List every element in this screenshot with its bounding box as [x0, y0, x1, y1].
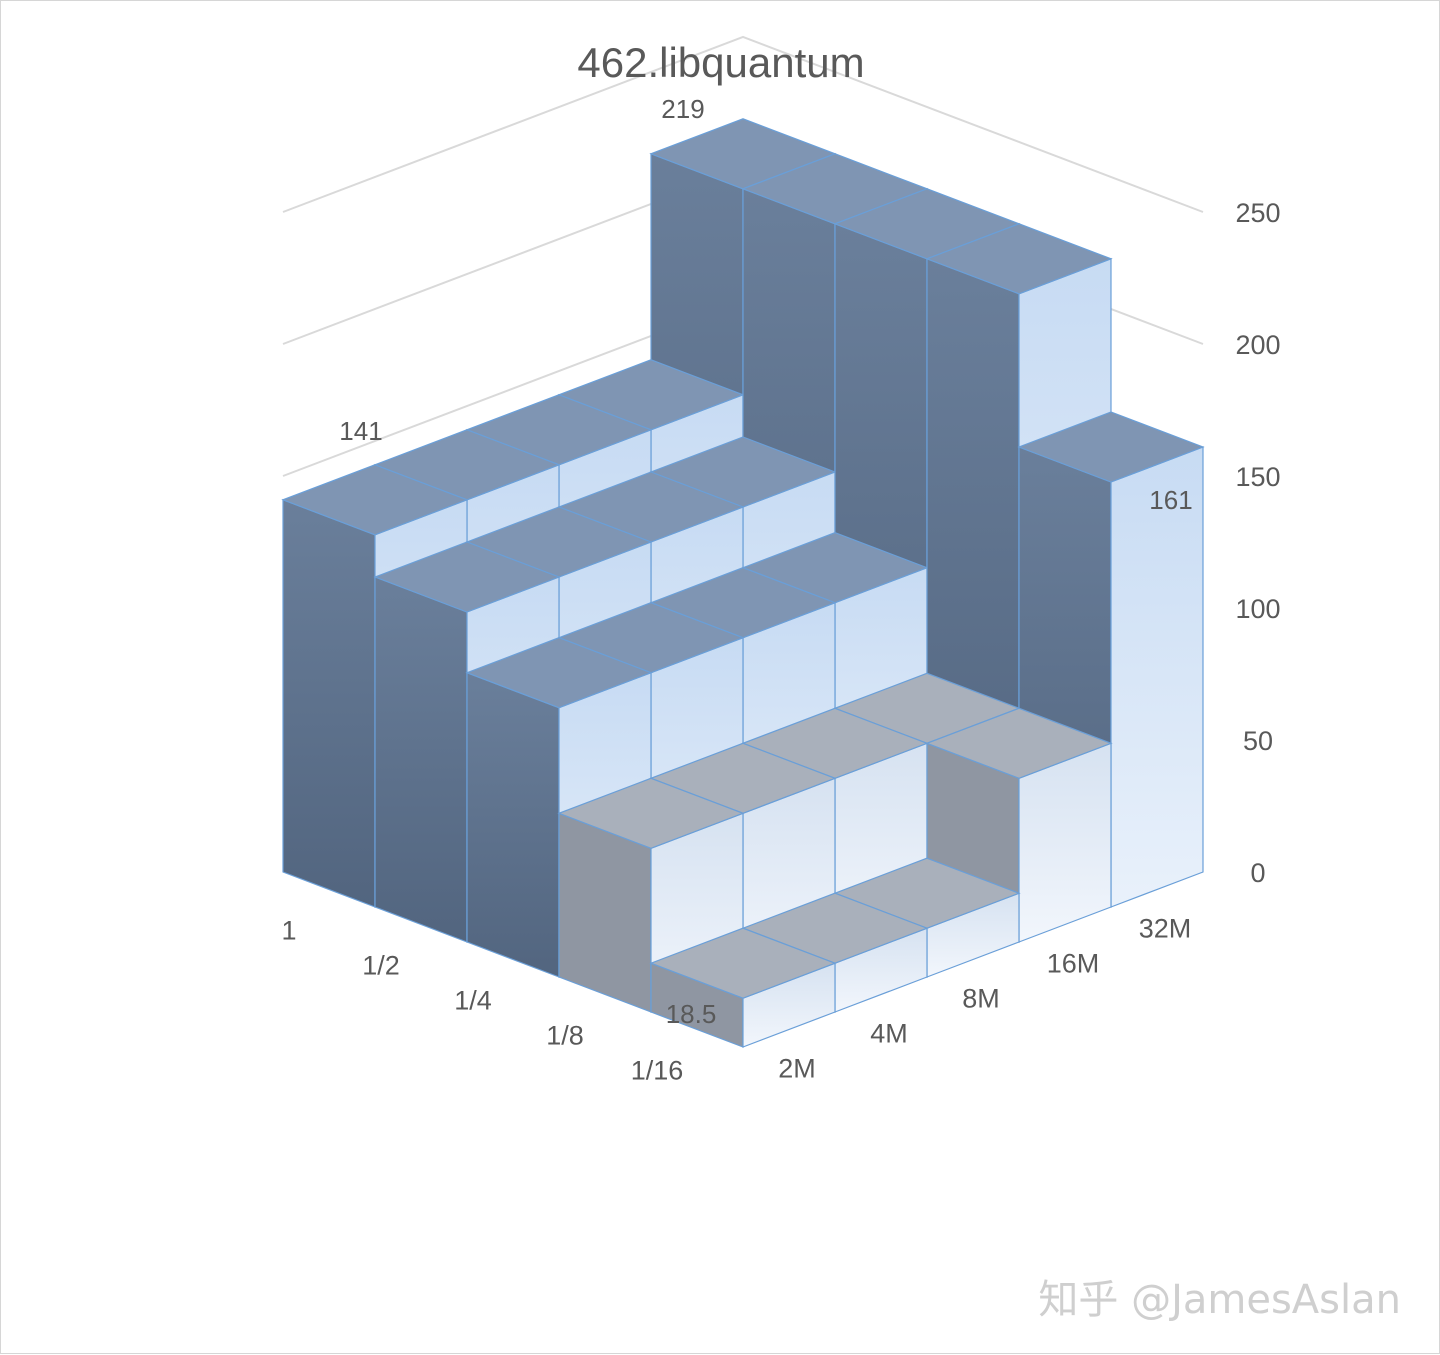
z-tick-label: 0 — [1250, 858, 1265, 888]
watermark: 知乎 @JamesAslan — [1038, 1277, 1401, 1323]
gridline — [282, 35, 1204, 213]
z-tick-label: 50 — [1243, 726, 1273, 756]
depth-tick-label: 1 — [281, 916, 296, 946]
data-label: 141 — [339, 416, 382, 446]
data-label: 161 — [1149, 485, 1192, 515]
depth-tick-label: 1/8 — [546, 1021, 584, 1051]
x-tick-label: 8M — [962, 984, 1000, 1014]
x-tick-label: 2M — [778, 1054, 816, 1084]
z-tick-label: 250 — [1235, 198, 1280, 228]
depth-tick-label: 1/4 — [454, 986, 492, 1016]
bar — [649, 927, 837, 1048]
depth-tick-label: 1/2 — [362, 951, 400, 981]
chart-title: 462.libquantum — [577, 39, 864, 86]
axis-labels: 0 50 100 150 200 250 2M 4M 8M 16M 32M 1 1/2 1/4 1/8 1/1… — [281, 94, 1280, 1086]
x-tick-label: 4M — [870, 1019, 908, 1049]
depth-tick-label: 1/16 — [631, 1056, 684, 1086]
data-label: 219 — [661, 94, 704, 124]
z-tick-label: 150 — [1235, 462, 1280, 492]
data-label: 18.5 — [666, 999, 717, 1029]
z-tick-label: 200 — [1235, 330, 1280, 360]
x-tick-label: 16M — [1047, 949, 1100, 979]
bar — [465, 637, 653, 978]
x-tick-label: 32M — [1139, 914, 1192, 944]
bars — [281, 118, 1205, 1048]
z-tick-label: 100 — [1235, 594, 1280, 624]
